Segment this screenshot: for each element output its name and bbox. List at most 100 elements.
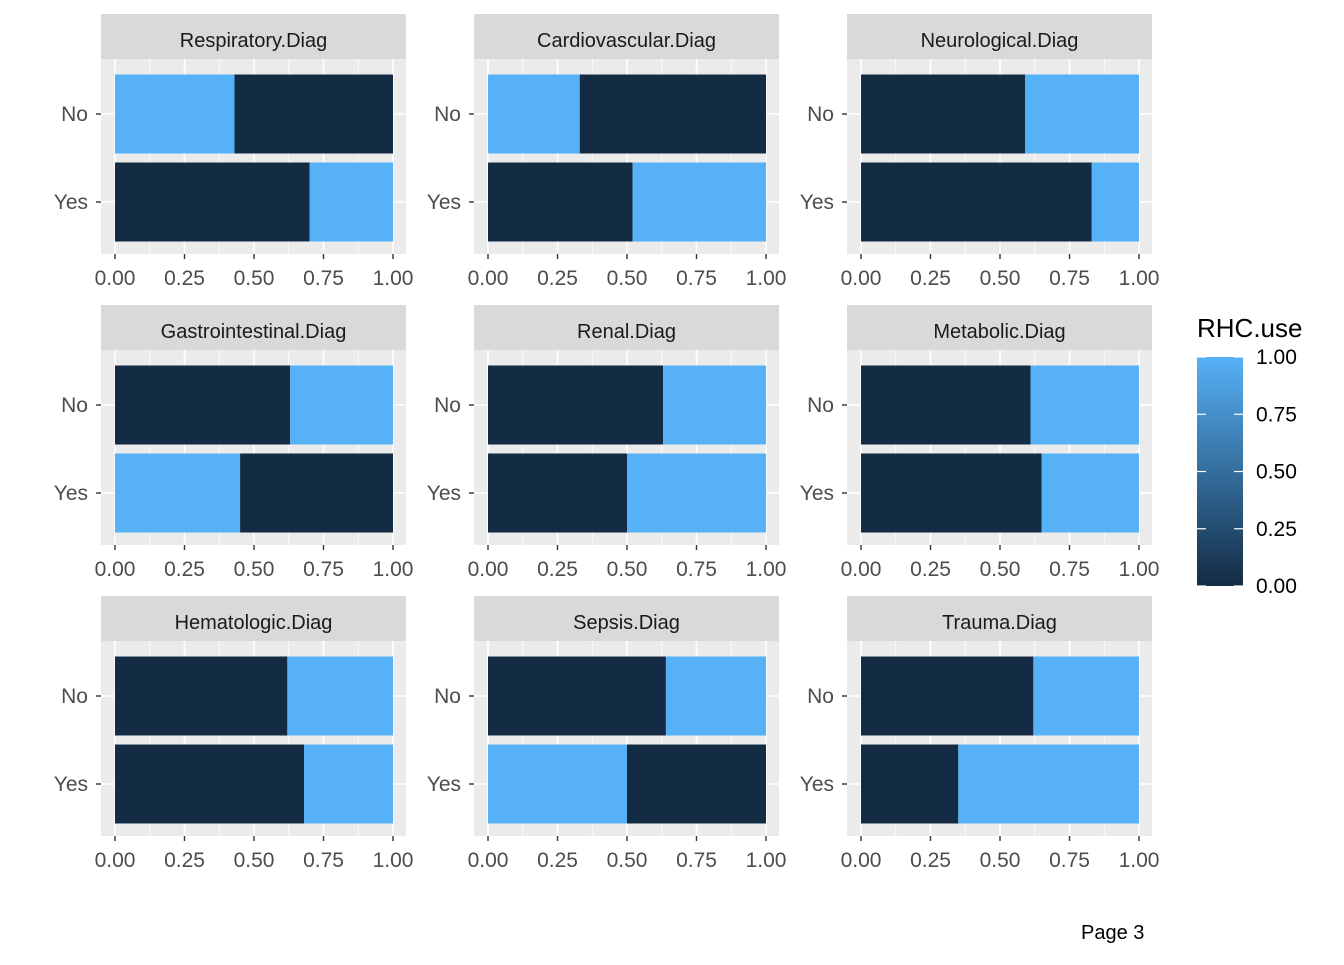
facet-title: Trauma.Diag <box>942 612 1057 634</box>
facet-strip <box>101 14 406 59</box>
y-tick-label: No <box>807 394 834 417</box>
y-tick-label: Yes <box>427 773 461 796</box>
x-tick-label: 0.00 <box>468 849 509 872</box>
bar-segment <box>1091 162 1139 242</box>
x-tick-label: 0.75 <box>676 558 717 581</box>
y-tick-label: Yes <box>800 773 834 796</box>
bar-segment <box>861 656 1034 736</box>
x-tick-label: 0.50 <box>980 558 1021 581</box>
page-number: Page 3 <box>1081 922 1145 944</box>
x-tick-label: 0.50 <box>234 849 275 872</box>
x-tick-label: 0.25 <box>164 849 205 872</box>
x-tick-label: 1.00 <box>373 849 414 872</box>
x-tick-label: 0.50 <box>980 849 1021 872</box>
bar-segment <box>290 365 393 445</box>
x-tick-label: 0.75 <box>303 849 344 872</box>
y-tick-label: Yes <box>800 482 834 505</box>
x-tick-label: 0.75 <box>303 558 344 581</box>
x-tick-label: 1.00 <box>746 267 787 290</box>
x-tick-label: 1.00 <box>373 558 414 581</box>
bar-segment <box>115 365 291 445</box>
x-tick-label: 0.50 <box>607 558 648 581</box>
y-tick-label: No <box>434 394 461 417</box>
facet-strip <box>847 596 1152 641</box>
facet-title: Neurological.Diag <box>921 30 1079 52</box>
facet-panel: Renal.Diag No Yes 0.00 0.25 0.50 0.75 1.00 <box>427 305 787 581</box>
y-tick-label: No <box>61 685 88 708</box>
x-tick-label: 0.25 <box>164 267 205 290</box>
x-tick-label: 0.75 <box>1049 849 1090 872</box>
bar-segment <box>115 656 288 736</box>
y-tick-label: Yes <box>800 191 834 214</box>
bar-segment <box>304 744 393 824</box>
y-tick-label: Yes <box>427 191 461 214</box>
bar-segment <box>115 162 310 242</box>
facet-strip <box>847 305 1152 350</box>
x-tick-label: 0.25 <box>910 558 951 581</box>
x-tick-label: 0.00 <box>95 849 136 872</box>
x-tick-label: 0.75 <box>676 849 717 872</box>
bar-segment <box>663 365 766 445</box>
facet-strip <box>474 14 779 59</box>
x-tick-label: 0.25 <box>910 267 951 290</box>
bar-segment <box>861 453 1042 533</box>
bar-segment <box>309 162 393 242</box>
facet-title: Cardiovascular.Diag <box>537 30 716 52</box>
bar-segment <box>115 74 235 154</box>
x-tick-label: 0.00 <box>841 267 882 290</box>
x-tick-label: 0.50 <box>234 267 275 290</box>
bar-segment <box>665 656 766 736</box>
facet-strip <box>101 596 406 641</box>
facet-panel: Metabolic.Diag No Yes 0.00 0.25 0.50 0.75 1.00 <box>800 305 1160 581</box>
x-tick-label: 0.75 <box>1049 267 1090 290</box>
bar-segment <box>861 74 1026 154</box>
x-tick-label: 0.00 <box>95 558 136 581</box>
facet-title: Sepsis.Diag <box>573 612 680 634</box>
facet-panel: Hematologic.Diag No Yes 0.00 0.25 0.50 0.75 1.0… <box>54 596 414 872</box>
legend-label: 1.00 <box>1256 346 1297 369</box>
x-tick-label: 1.00 <box>746 558 787 581</box>
y-tick-label: Yes <box>427 482 461 505</box>
facet-title: Respiratory.Diag <box>180 30 327 52</box>
x-tick-label: 1.00 <box>1119 267 1160 290</box>
x-tick-label: 0.50 <box>234 558 275 581</box>
legend-label: 0.25 <box>1256 518 1297 541</box>
bar-segment <box>488 365 664 445</box>
bar-segment <box>627 744 766 824</box>
facet-panel: Respiratory.Diag No Yes 0.00 0.25 0.50 0.75 1.0… <box>54 14 414 290</box>
y-tick-label: Yes <box>54 773 88 796</box>
x-tick-label: 0.00 <box>841 849 882 872</box>
legend-title: RHC.use <box>1197 313 1302 343</box>
bar-segment <box>240 453 393 533</box>
x-tick-label: 0.25 <box>910 849 951 872</box>
y-tick-label: No <box>807 685 834 708</box>
bar-segment <box>488 744 627 824</box>
bar-segment <box>632 162 766 242</box>
facet-strip <box>847 14 1152 59</box>
x-tick-label: 1.00 <box>1119 558 1160 581</box>
bar-segment <box>861 162 1092 242</box>
y-tick-label: No <box>434 103 461 126</box>
bar-segment <box>1025 74 1139 154</box>
bar-segment <box>488 162 633 242</box>
legend-label: 0.75 <box>1256 403 1297 426</box>
facet-panel: Trauma.Diag No Yes 0.00 0.25 0.50 0.75 1.00 <box>800 596 1160 872</box>
x-tick-label: 0.75 <box>1049 558 1090 581</box>
x-tick-label: 0.75 <box>676 267 717 290</box>
x-tick-label: 1.00 <box>746 849 787 872</box>
x-tick-label: 0.50 <box>607 267 648 290</box>
bar-segment <box>287 656 393 736</box>
facet-strip <box>474 596 779 641</box>
x-tick-label: 1.00 <box>1119 849 1160 872</box>
facet-title: Gastrointestinal.Diag <box>161 321 347 343</box>
bar-segment <box>861 744 959 824</box>
x-tick-label: 1.00 <box>373 267 414 290</box>
y-tick-label: Yes <box>54 482 88 505</box>
x-tick-label: 0.25 <box>537 267 578 290</box>
x-tick-label: 0.25 <box>537 558 578 581</box>
x-tick-label: 0.25 <box>164 558 205 581</box>
bar-segment <box>861 365 1031 445</box>
bar-segment <box>488 74 580 154</box>
x-tick-label: 0.00 <box>468 558 509 581</box>
